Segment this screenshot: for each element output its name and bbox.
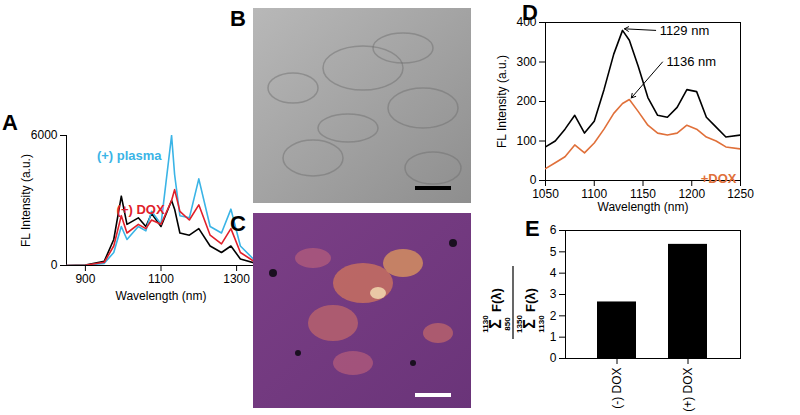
svg-text:100: 100	[516, 134, 536, 148]
svg-text:300: 300	[516, 55, 536, 69]
svg-text:FL Intensity (a.u.): FL Intensity (a.u.)	[19, 154, 33, 247]
svg-text:850: 850	[503, 317, 512, 331]
svg-text:1150: 1150	[630, 187, 656, 201]
svg-text:0: 0	[530, 173, 537, 187]
svg-text:6: 6	[550, 223, 557, 237]
svg-text:Wavelength (nm): Wavelength (nm)	[116, 289, 207, 303]
svg-text:1100: 1100	[148, 272, 174, 286]
svg-text:1130: 1130	[537, 315, 546, 333]
svg-text:5: 5	[550, 245, 557, 259]
svg-text:F(λ): F(λ)	[489, 288, 504, 312]
svg-text:900: 900	[75, 272, 95, 286]
svg-text:1250: 1250	[727, 187, 754, 201]
html-text:A: A	[2, 110, 18, 135]
svg-text:3: 3	[550, 287, 557, 301]
html-text:B: B	[230, 6, 246, 31]
html-text:D: D	[522, 0, 538, 25]
svg-text:+DOX: +DOX	[701, 171, 737, 186]
svg-text:Σ: Σ	[487, 319, 504, 329]
svg-text:2: 2	[550, 309, 557, 323]
svg-text:200: 200	[516, 94, 536, 108]
svg-text:1136 nm: 1136 nm	[666, 54, 716, 69]
svg-text:1: 1	[550, 330, 557, 344]
svg-text:1130: 1130	[481, 315, 490, 333]
svg-text:1200: 1200	[678, 187, 706, 201]
svg-text:0: 0	[51, 258, 58, 272]
html-text:C: C	[230, 211, 246, 236]
svg-text:0: 0	[550, 351, 557, 365]
svg-text:(+) DOX: (+) DOX	[117, 202, 165, 217]
svg-text:1050: 1050	[532, 187, 559, 201]
svg-text:1350: 1350	[515, 315, 524, 333]
svg-text:6000: 6000	[31, 128, 58, 142]
svg-text:FL Intensity (a.u.): FL Intensity (a.u.)	[495, 55, 509, 148]
svg-text:1300: 1300	[223, 272, 250, 286]
svg-text:Σ: Σ	[521, 319, 538, 329]
svg-text:Wavelength (nm): Wavelength (nm)	[598, 200, 689, 214]
svg-text:(+) plasma: (+) plasma	[97, 148, 162, 163]
svg-text:4: 4	[550, 266, 557, 280]
svg-text:(+) DOX: (+) DOX	[681, 368, 695, 412]
html-text:E: E	[525, 216, 540, 241]
svg-text:(-) DOX: (-) DOX	[610, 368, 624, 409]
svg-text:1100: 1100	[581, 187, 608, 201]
svg-text:F(λ): F(λ)	[523, 288, 538, 312]
svg-text:1129 nm: 1129 nm	[660, 23, 710, 38]
